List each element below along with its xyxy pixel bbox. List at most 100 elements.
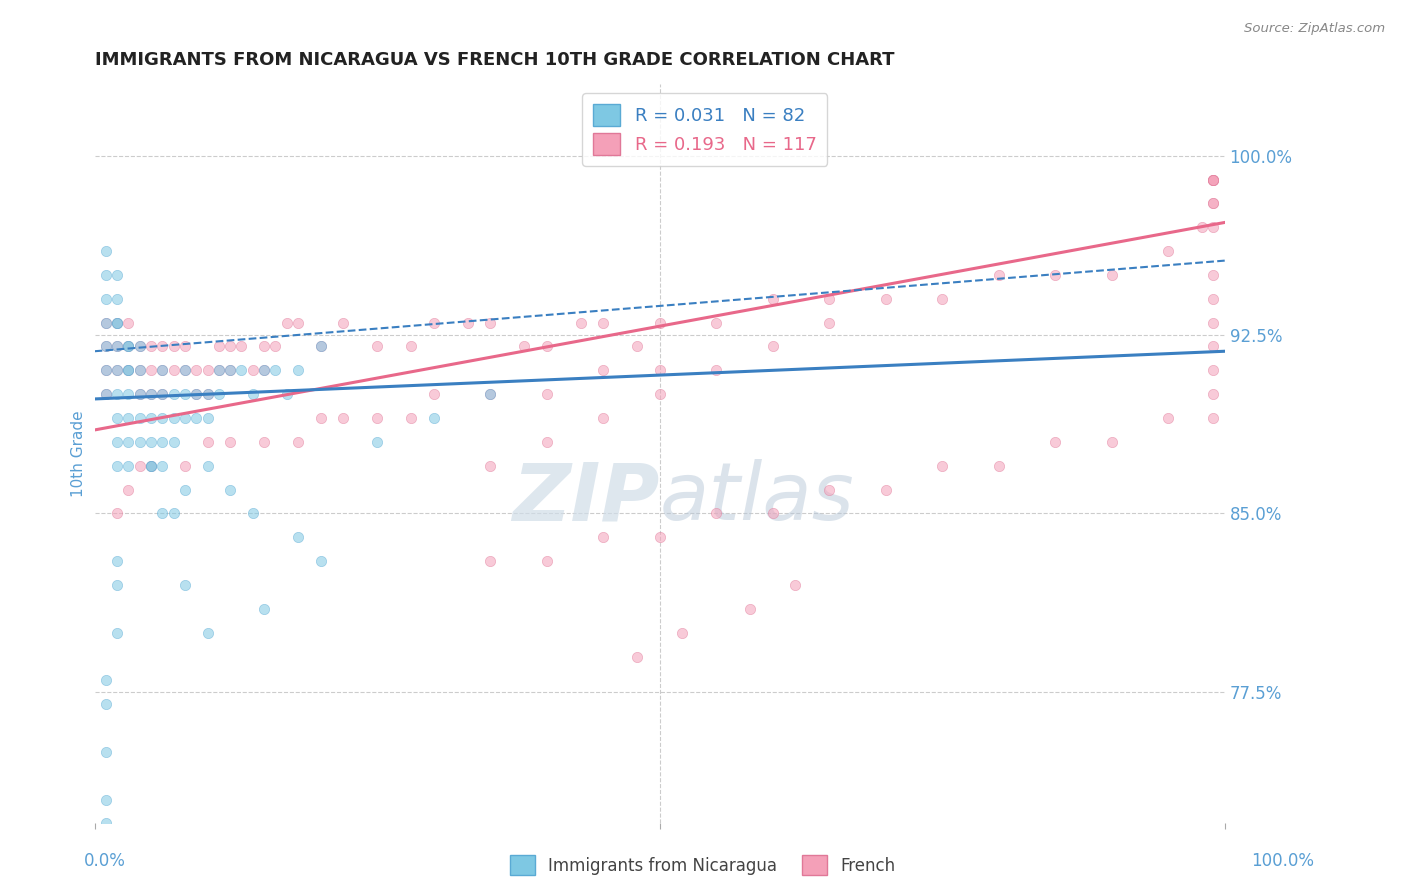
Point: [117, 411, 139, 425]
Point: [139, 411, 162, 425]
Point: [479, 387, 502, 401]
Point: [174, 483, 197, 497]
Point: [671, 625, 693, 640]
Point: [1202, 387, 1225, 401]
Point: [174, 458, 197, 473]
Point: [128, 363, 150, 377]
Point: [105, 316, 128, 330]
Point: [139, 458, 162, 473]
Point: [105, 434, 128, 449]
Point: [163, 387, 186, 401]
Point: [1157, 411, 1180, 425]
Point: [186, 411, 208, 425]
Point: [1202, 172, 1225, 186]
Point: [117, 363, 139, 377]
Point: [253, 339, 276, 353]
Point: [197, 625, 219, 640]
Point: [1043, 434, 1066, 449]
Point: [231, 363, 253, 377]
Point: [276, 316, 298, 330]
Point: [186, 363, 208, 377]
Point: [197, 363, 219, 377]
Text: ZIP: ZIP: [512, 459, 659, 537]
Point: [163, 434, 186, 449]
Point: [117, 387, 139, 401]
Point: [1202, 363, 1225, 377]
Point: [536, 387, 558, 401]
Point: [163, 363, 186, 377]
Point: [105, 316, 128, 330]
Point: [309, 411, 332, 425]
Point: [174, 339, 197, 353]
Point: [163, 411, 186, 425]
Point: [94, 363, 117, 377]
Point: [105, 387, 128, 401]
Point: [94, 339, 117, 353]
Point: [105, 554, 128, 568]
Legend: R = 0.031   N = 82, R = 0.193   N = 117: R = 0.031 N = 82, R = 0.193 N = 117: [582, 93, 827, 166]
Point: [94, 268, 117, 282]
Point: [197, 411, 219, 425]
Point: [105, 411, 128, 425]
Point: [197, 387, 219, 401]
Point: [117, 458, 139, 473]
Point: [139, 434, 162, 449]
Point: [704, 507, 727, 521]
Point: [1202, 339, 1225, 353]
Point: [128, 434, 150, 449]
Point: [150, 411, 173, 425]
Point: [479, 554, 502, 568]
Point: [309, 339, 332, 353]
Point: [219, 483, 242, 497]
Point: [231, 339, 253, 353]
Point: [150, 434, 173, 449]
Point: [264, 339, 287, 353]
Point: [1202, 292, 1225, 306]
Point: [253, 602, 276, 616]
Text: atlas: atlas: [659, 459, 855, 537]
Point: [150, 387, 173, 401]
Point: [422, 387, 444, 401]
Text: Source: ZipAtlas.com: Source: ZipAtlas.com: [1244, 22, 1385, 36]
Point: [208, 363, 231, 377]
Point: [174, 387, 197, 401]
Point: [117, 363, 139, 377]
Point: [117, 339, 139, 353]
Point: [186, 387, 208, 401]
Point: [94, 745, 117, 759]
Point: [287, 316, 309, 330]
Point: [94, 816, 117, 830]
Point: [105, 339, 128, 353]
Point: [105, 507, 128, 521]
Point: [1191, 220, 1213, 235]
Point: [219, 434, 242, 449]
Point: [422, 316, 444, 330]
Point: [139, 387, 162, 401]
Point: [105, 363, 128, 377]
Point: [94, 387, 117, 401]
Point: [117, 339, 139, 353]
Point: [242, 507, 264, 521]
Point: [150, 507, 173, 521]
Point: [592, 316, 614, 330]
Point: [762, 292, 785, 306]
Point: [309, 339, 332, 353]
Point: [287, 530, 309, 544]
Point: [626, 649, 648, 664]
Point: [648, 387, 671, 401]
Point: [332, 316, 354, 330]
Point: [105, 316, 128, 330]
Point: [150, 339, 173, 353]
Point: [648, 316, 671, 330]
Point: [592, 530, 614, 544]
Point: [197, 458, 219, 473]
Point: [762, 339, 785, 353]
Point: [94, 792, 117, 806]
Point: [1101, 434, 1123, 449]
Point: [287, 363, 309, 377]
Y-axis label: 10th Grade: 10th Grade: [72, 410, 86, 497]
Point: [174, 363, 197, 377]
Point: [704, 363, 727, 377]
Point: [128, 339, 150, 353]
Point: [94, 697, 117, 711]
